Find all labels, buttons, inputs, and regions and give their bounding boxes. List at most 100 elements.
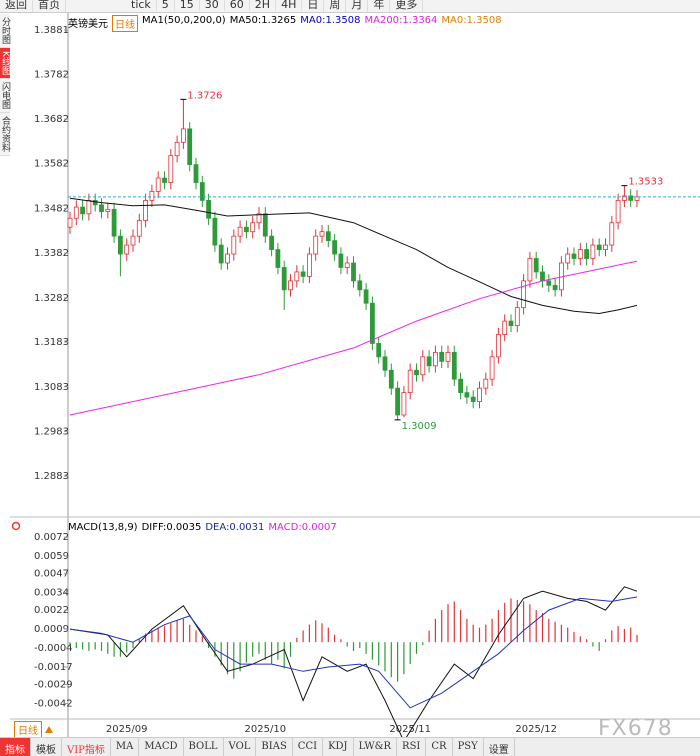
period-tag[interactable]: 日线 xyxy=(112,15,138,32)
candle-body xyxy=(86,199,92,215)
indicator-tab[interactable]: MACD xyxy=(139,738,184,756)
price-legend: 英镑美元 日线 MA1(50,0,200,0) MA50:1.3265 MA0:1.… xyxy=(68,15,502,32)
legend-entry: MACD:0.0007 xyxy=(268,522,337,533)
candle-body xyxy=(401,392,407,416)
side-tab[interactable]: 闪电图 xyxy=(0,78,10,113)
legend-entry: MA50:1.3265 xyxy=(229,15,297,26)
y-tick-label: 0.0047 xyxy=(34,569,69,580)
y-tick-label: 1.3183 xyxy=(34,337,69,348)
toolbar-button[interactable]: tick xyxy=(126,0,157,11)
y-tick-label: 0.0072 xyxy=(34,532,69,543)
toolbar-button[interactable]: 30 xyxy=(200,0,225,11)
indicator-tab[interactable]: 模板 xyxy=(31,738,62,756)
candle-body xyxy=(206,199,212,219)
candle-body xyxy=(162,177,167,183)
toolbar-button[interactable]: 4H xyxy=(276,0,303,11)
toolbar-button[interactable]: 月 xyxy=(346,0,369,12)
candle-body xyxy=(357,280,363,291)
x-tick-label: 2025/09 xyxy=(106,724,148,735)
candle-body xyxy=(622,195,627,201)
annotation-label: 1.3533 xyxy=(628,177,663,188)
candle-body xyxy=(155,177,161,192)
indicator-tab[interactable]: VIP指标 xyxy=(62,738,111,756)
indicator-tab[interactable]: PSY xyxy=(453,738,484,756)
legend-entry: MA0:1.3508 xyxy=(300,15,361,26)
candle-body xyxy=(603,244,608,250)
y-tick-label: -0.0017 xyxy=(34,662,73,673)
candle-body xyxy=(80,206,85,215)
indicator-tab[interactable]: LW&R xyxy=(354,738,398,756)
candle-body xyxy=(319,231,325,237)
candle-body xyxy=(495,334,501,358)
candle-body xyxy=(288,280,293,291)
toolbar-button[interactable]: 5 xyxy=(157,0,175,11)
legend-entry: MA200:1.3364 xyxy=(364,15,438,26)
period-button[interactable]: 日线 xyxy=(14,721,42,738)
candle-body xyxy=(565,253,571,264)
side-tab[interactable]: K线图 xyxy=(0,48,10,79)
candle-body xyxy=(300,271,306,277)
indicator-tab[interactable]: 指标 xyxy=(0,738,31,756)
candle-body xyxy=(540,271,545,282)
candle-body xyxy=(508,320,514,326)
legend-entry: DIFF:0.0035 xyxy=(141,522,202,533)
toolbar-button[interactable]: 60 xyxy=(225,0,250,11)
candle-body xyxy=(269,235,275,250)
candle-body xyxy=(546,280,552,286)
candle-body xyxy=(351,262,356,282)
candle-body xyxy=(193,164,199,183)
indicator-tab[interactable]: CR xyxy=(426,738,453,756)
indicator-tab[interactable]: BIAS xyxy=(256,738,293,756)
indicator-tab[interactable]: BOLL xyxy=(184,738,224,756)
candle-body xyxy=(439,351,445,362)
toolbar-button[interactable]: 更多 xyxy=(390,0,424,12)
y-tick-label: -0.0042 xyxy=(34,698,73,709)
candle-body xyxy=(118,235,123,255)
y-tick-label: 1.3282 xyxy=(34,293,69,304)
candle-body xyxy=(212,217,218,246)
legend-entry: DEA:0.0031 xyxy=(205,522,265,533)
candle-body xyxy=(136,220,142,237)
side-tab[interactable]: 分时图 xyxy=(0,14,10,48)
candle-body xyxy=(275,249,281,268)
toolbar-button[interactable]: 日 xyxy=(302,0,325,12)
y-tick-label: 1.3083 xyxy=(34,382,69,393)
candle-body xyxy=(332,240,338,255)
candle-body xyxy=(231,235,237,255)
indicator-tab[interactable]: RSI xyxy=(397,738,427,756)
side-tab[interactable]: 合约资料 xyxy=(0,112,10,156)
annotation-label: 1.3009 xyxy=(402,421,437,432)
candle-body xyxy=(414,369,419,376)
toolbar-button[interactable]: 返回 xyxy=(0,0,33,12)
candle-body xyxy=(180,128,186,143)
y-tick-label: 1.3682 xyxy=(34,114,69,125)
y-tick-label: 1.2983 xyxy=(34,427,69,438)
indicator-tab[interactable]: MA xyxy=(111,738,140,756)
toolbar-button[interactable]: 2H xyxy=(250,0,277,11)
period-arrow[interactable] xyxy=(45,726,53,733)
candle-body xyxy=(338,253,344,268)
sidebar: 分时图 K线图 闪电图 合约资料 xyxy=(0,14,10,156)
y-tick-label: 1.3881 xyxy=(34,25,69,36)
indicator-line xyxy=(69,197,638,315)
macd-legend: MACD(13,8,9) DIFF:0.0035 DEA:0.0031 MACD:0.… xyxy=(68,522,337,533)
candle-body xyxy=(243,226,249,233)
candle-body xyxy=(628,195,634,201)
candle-body xyxy=(609,222,615,246)
toolbar-button[interactable]: 周 xyxy=(324,0,347,12)
candle-body xyxy=(395,387,401,416)
candle-body xyxy=(237,226,243,237)
indicator-tab[interactable]: 设置 xyxy=(484,738,515,756)
candle-body xyxy=(250,222,256,233)
indicator-tab[interactable]: VOL xyxy=(224,738,257,756)
indicator-tab[interactable]: CCI xyxy=(293,738,324,756)
candle-body xyxy=(187,128,193,166)
toolbar-button[interactable]: 年 xyxy=(368,0,391,12)
indicator-tab[interactable]: KDJ xyxy=(323,738,354,756)
candle-body xyxy=(262,213,268,237)
toolbar-button[interactable]: 首页 xyxy=(33,0,66,12)
settings-icon[interactable] xyxy=(11,521,21,531)
toolbar-button[interactable]: 15 xyxy=(175,0,200,11)
candle-body xyxy=(521,280,526,309)
